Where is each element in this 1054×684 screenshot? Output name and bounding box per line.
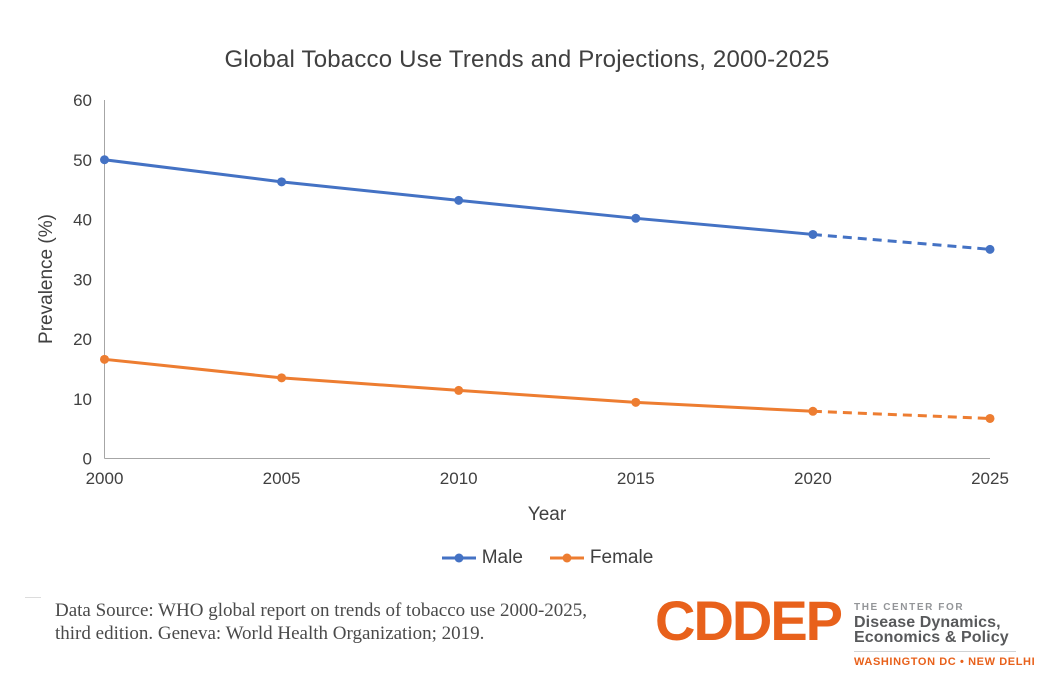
x-tick-label: 2015 bbox=[617, 469, 655, 488]
male-data-marker bbox=[808, 229, 818, 239]
chart-title: Global Tobacco Use Trends and Projection… bbox=[224, 46, 830, 73]
data-source-note: Data Source: WHO global report on trends… bbox=[55, 599, 587, 645]
legend-item-female: Female bbox=[549, 547, 653, 569]
female-data-marker bbox=[454, 385, 464, 395]
female-data-marker bbox=[277, 373, 287, 383]
female-legend-swatch-icon bbox=[549, 553, 584, 563]
chart-plot-area: 0 10 20 30 40 50 60 2000 2005 2010 2015 2020 2025 bbox=[73, 91, 1009, 488]
cddep-wordmark: CDDEP bbox=[655, 589, 843, 652]
legend: Male Female bbox=[104, 547, 990, 569]
y-tick-label: 20 bbox=[73, 330, 92, 349]
data-source-line-2: third edition. Geneva: World Health Orga… bbox=[55, 623, 485, 644]
female-line-solid bbox=[103, 357, 815, 413]
cddep-tagline: THE CENTER FOR Disease Dynamics, Economi… bbox=[854, 597, 1035, 668]
female-data-marker bbox=[100, 354, 109, 364]
logo-the-center-for: THE CENTER FOR bbox=[854, 602, 965, 613]
y-tick-label: 10 bbox=[73, 390, 92, 409]
y-tick-label: 60 bbox=[73, 91, 92, 110]
female-data-marker bbox=[808, 406, 818, 416]
cddep-logo: CDDEP THE CENTER FOR Disease Dynamics, E… bbox=[655, 589, 1035, 669]
female-data-marker bbox=[985, 413, 995, 423]
y-tick-label: 40 bbox=[73, 211, 92, 230]
x-tick-label: 2000 bbox=[86, 469, 124, 488]
x-axis-title: Year bbox=[527, 504, 567, 525]
male-data-marker bbox=[100, 155, 109, 165]
logo-name-line-2: Economics & Policy bbox=[854, 629, 1009, 646]
legend-item-male: Male bbox=[441, 547, 523, 569]
male-line-projection bbox=[812, 232, 991, 251]
y-tick-label: 50 bbox=[73, 151, 92, 170]
y-tick-label: 0 bbox=[83, 450, 92, 469]
footer-divider bbox=[25, 597, 41, 598]
x-tick-label: 2025 bbox=[971, 469, 1009, 488]
male-data-marker bbox=[985, 244, 995, 254]
male-data-marker bbox=[277, 177, 287, 187]
male-legend-swatch-icon bbox=[441, 553, 476, 563]
x-tick-label: 2020 bbox=[794, 469, 832, 488]
x-tick-label: 2005 bbox=[263, 469, 301, 488]
legend-label-male: Male bbox=[481, 547, 523, 568]
y-tick-label: 30 bbox=[73, 270, 92, 289]
female-data-marker bbox=[631, 397, 641, 407]
x-tick-label: 2010 bbox=[440, 469, 478, 488]
legend-label-female: Female bbox=[589, 547, 654, 568]
logo-divider bbox=[854, 651, 1017, 652]
logo-locations: WASHINGTON DC • NEW DELHI bbox=[854, 656, 1036, 668]
data-source-line-1: Data Source: WHO global report on trends… bbox=[55, 600, 588, 621]
female-line-projection bbox=[812, 409, 991, 420]
male-data-marker bbox=[631, 213, 641, 223]
logo-name-line-1: Disease Dynamics, bbox=[854, 614, 1001, 631]
male-data-marker bbox=[454, 195, 464, 205]
